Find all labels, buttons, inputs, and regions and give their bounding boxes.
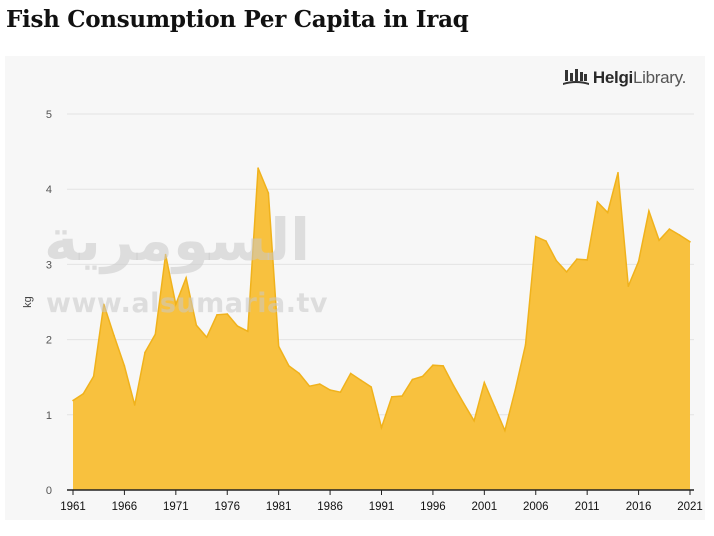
data-point: [236, 325, 239, 327]
data-point: [596, 201, 599, 203]
data-point: [360, 379, 362, 382]
data-point: [133, 404, 136, 406]
data-point: [648, 210, 650, 212]
data-point: [421, 375, 424, 378]
data-point: [391, 396, 393, 398]
x-tick-label: 1981: [266, 501, 292, 513]
data-point: [493, 405, 496, 408]
x-tick-label: 1996: [420, 501, 446, 513]
data-point: [606, 211, 609, 214]
data-point: [637, 260, 640, 263]
y-tick-label: 3: [46, 259, 52, 271]
data-point: [524, 344, 527, 346]
data-point: [164, 253, 167, 256]
data-point: [82, 392, 85, 395]
data-point: [668, 228, 671, 230]
data-point: [689, 241, 691, 243]
data-point: [308, 385, 311, 388]
data-point: [103, 303, 105, 306]
watermark-url-text: www.alsumaria.tv: [46, 288, 329, 319]
data-point: [555, 259, 558, 262]
data-point: [288, 365, 290, 367]
data-point: [277, 345, 280, 348]
data-point: [452, 384, 455, 387]
data-point: [535, 235, 537, 238]
data-point: [370, 386, 373, 388]
data-point: [329, 389, 331, 391]
data-point: [514, 389, 516, 391]
data-point: [627, 285, 630, 288]
data-point: [113, 335, 115, 337]
data-point: [504, 429, 506, 432]
data-point: [483, 381, 486, 384]
data-point: [545, 240, 547, 242]
x-tick-label: 1986: [317, 501, 343, 513]
data-point: [154, 333, 157, 336]
x-tick-label: 2016: [626, 501, 652, 513]
data-point: [216, 314, 218, 316]
data-point: [463, 402, 465, 405]
data-point: [380, 426, 383, 429]
x-tick-label: 2021: [677, 501, 703, 513]
x-tick-label: 2006: [523, 501, 549, 513]
data-point: [175, 303, 177, 306]
x-tick-label: 1961: [60, 501, 86, 513]
x-tick-label: 1971: [163, 501, 189, 513]
x-tick-label: 1991: [369, 501, 395, 513]
data-point: [267, 192, 270, 194]
data-point: [411, 378, 414, 381]
data-point: [432, 364, 434, 367]
data-point: [678, 234, 681, 236]
y-axis-label: kg: [22, 296, 34, 308]
data-point: [349, 372, 352, 375]
helgi-library-logo[interactable]: HelgiLibrary.: [562, 68, 686, 88]
data-point: [586, 259, 588, 261]
y-tick-label: 1: [46, 410, 52, 422]
data-point: [401, 395, 403, 397]
data-point: [92, 375, 95, 378]
data-point: [339, 391, 342, 394]
x-tick-label: 1966: [112, 501, 138, 513]
page-title: Fish Consumption Per Capita in Iraq: [6, 6, 469, 33]
data-point: [473, 420, 475, 422]
data-point: [247, 330, 249, 333]
x-tick-label: 2011: [575, 501, 600, 513]
y-tick-label: 5: [46, 109, 52, 121]
watermark-arabic-text: السومرية: [44, 206, 310, 274]
data-point: [298, 372, 301, 375]
data-point: [226, 313, 229, 315]
y-tick-label: 2: [46, 335, 52, 347]
area-series: [73, 168, 690, 490]
data-point: [319, 383, 321, 385]
data-point: [123, 365, 126, 367]
data-point: [442, 365, 445, 367]
data-point: [576, 258, 578, 260]
data-point: [185, 277, 187, 279]
data-point: [257, 167, 259, 169]
x-tick-label: 2001: [472, 501, 498, 513]
data-point: [195, 324, 198, 327]
logo-text: HelgiLibrary.: [592, 68, 686, 87]
y-tick-label: 4: [46, 184, 52, 196]
library-logo-icon: [562, 69, 589, 85]
x-tick-label: 1976: [214, 501, 240, 513]
data-point: [617, 171, 619, 174]
data-point: [658, 239, 660, 242]
data-point: [72, 399, 74, 402]
data-point: [565, 271, 568, 273]
y-tick-label: 0: [46, 485, 52, 497]
data-point: [205, 336, 208, 339]
data-point: [144, 351, 146, 354]
